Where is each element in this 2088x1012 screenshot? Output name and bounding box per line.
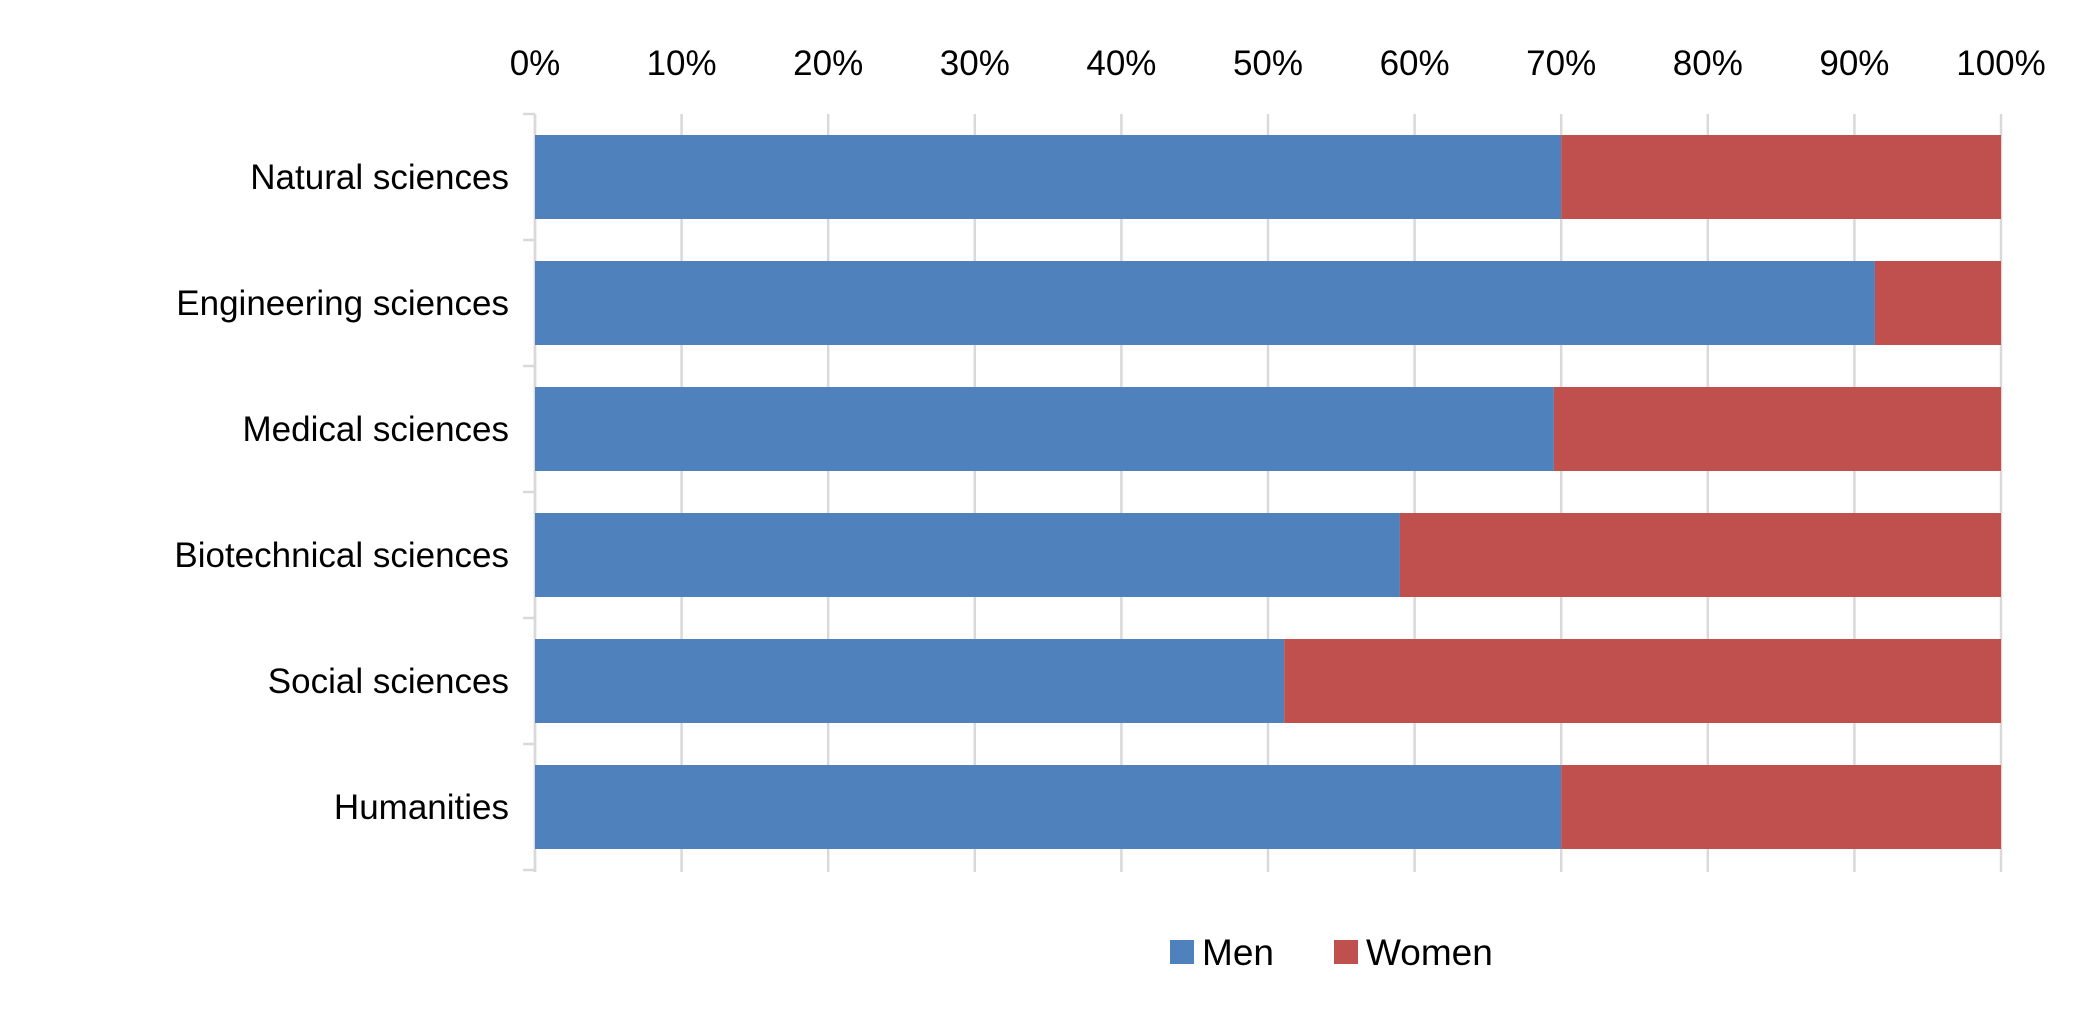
x-tick-label: 20% <box>793 44 863 83</box>
category-label: Humanities <box>334 788 509 827</box>
legend-swatch-men <box>1170 940 1194 964</box>
bar-women-4 <box>1399 513 2001 597</box>
category-label: Social sciences <box>268 662 509 701</box>
x-tick-label: 70% <box>1526 44 1596 83</box>
legend-label-women: Women <box>1366 932 1493 973</box>
x-tick-label: 30% <box>940 44 1010 83</box>
x-tick-label: 100% <box>1956 44 2046 83</box>
y-axis <box>523 112 537 872</box>
bar-men-4 <box>535 513 1400 597</box>
x-axis-tick-labels: 0% 10% 20% 30% 40% 50% 60% 70% 80% 90% 100% <box>510 44 2046 83</box>
bar-men-3 <box>535 387 1554 471</box>
bar-women-2 <box>1874 261 2001 345</box>
bar-women-6 <box>1561 765 2001 849</box>
gridlines <box>533 114 2003 872</box>
bar-women-5 <box>1284 639 2001 723</box>
x-tick-label: 60% <box>1380 44 1450 83</box>
x-tick-label: 0% <box>510 44 561 83</box>
legend: Men Women <box>1170 932 1493 973</box>
bar-men-5 <box>535 639 1285 723</box>
legend-swatch-women <box>1334 940 1358 964</box>
bar-men-2 <box>535 261 1875 345</box>
category-label: Medical sciences <box>243 410 510 449</box>
category-label: Engineering sciences <box>176 284 509 323</box>
category-label: Natural sciences <box>250 158 509 197</box>
x-tick-label: 90% <box>1819 44 1889 83</box>
bars <box>535 135 2001 849</box>
category-label: Biotechnical sciences <box>174 536 509 575</box>
legend-label-men: Men <box>1202 932 1274 973</box>
x-tick-label: 50% <box>1233 44 1303 83</box>
bar-women-3 <box>1553 387 2001 471</box>
bar-men-6 <box>535 765 1562 849</box>
x-tick-label: 10% <box>647 44 717 83</box>
bar-men-1 <box>535 135 1562 219</box>
x-tick-label: 80% <box>1673 44 1743 83</box>
x-tick-label: 40% <box>1086 44 1156 83</box>
bar-women-1 <box>1561 135 2001 219</box>
category-labels: Natural sciences Engineering sciences Medi… <box>174 158 509 827</box>
